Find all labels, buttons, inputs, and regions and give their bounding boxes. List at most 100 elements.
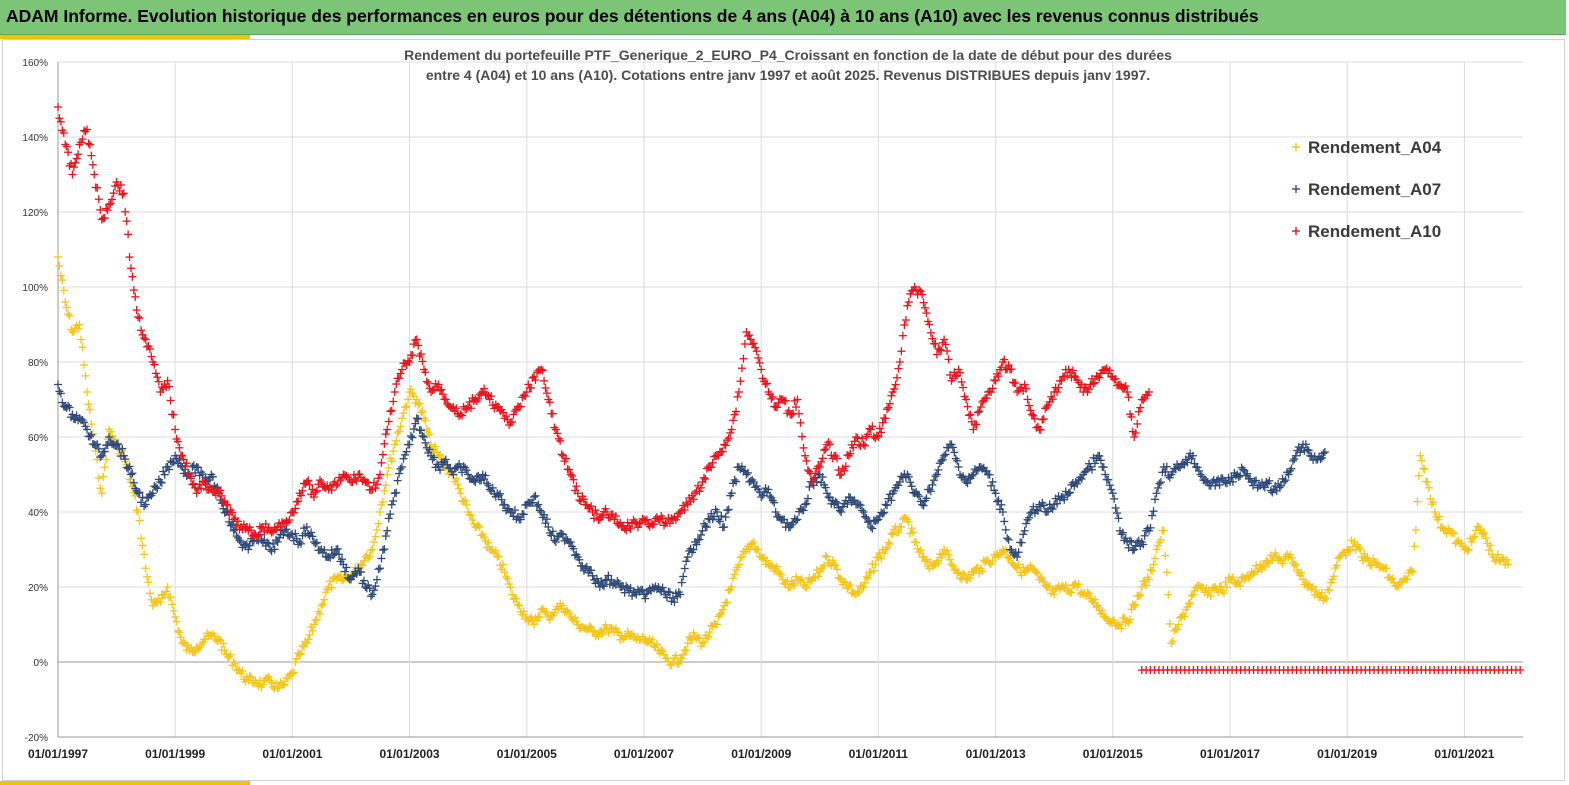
point-rendement-a04 <box>1146 565 1155 574</box>
point-rendement-a07 <box>566 538 575 546</box>
point-rendement-a04 <box>880 549 889 558</box>
point-rendement-a04 <box>978 567 987 576</box>
point-rendement-a04 <box>175 628 184 637</box>
point-rendement-a04 <box>1130 601 1139 610</box>
point-rendement-a04 <box>1083 588 1092 597</box>
point-rendement-a07 <box>369 586 378 595</box>
y-tick-label: 120% <box>22 208 48 219</box>
point-rendement-a07 <box>1004 535 1013 544</box>
point-rendement-a04 <box>937 553 946 562</box>
point-rendement-a10 <box>799 443 808 452</box>
point-rendement-a04 <box>383 470 392 479</box>
point-rendement-a07 <box>191 468 200 477</box>
point-rendement-a04 <box>365 552 374 561</box>
point-rendement-a07 <box>367 592 376 601</box>
point-rendement-a07 <box>592 574 601 583</box>
point-rendement-a10 <box>699 473 708 482</box>
point-rendement-a04 <box>1448 528 1457 537</box>
point-rendement-a04 <box>861 578 870 587</box>
point-rendement-a04 <box>1036 573 1045 582</box>
point-rendement-a10 <box>796 418 805 427</box>
point-rendement-a04 <box>773 562 782 571</box>
point-rendement-a04 <box>402 402 411 411</box>
point-rendement-a04 <box>1278 559 1287 568</box>
y-tick-label: 100% <box>22 283 48 294</box>
point-rendement-a07 <box>94 444 103 453</box>
point-rendement-a04 <box>884 538 893 547</box>
legend-label: Rendement_A07 <box>1308 180 1441 199</box>
point-rendement-a04 <box>395 427 404 436</box>
point-rendement-a07 <box>494 491 503 500</box>
point-rendement-a04 <box>134 508 143 516</box>
point-rendement-a04 <box>87 420 96 429</box>
point-rendement-a04 <box>715 610 724 619</box>
point-rendement-a04 <box>414 400 423 409</box>
y-tick-label: 40% <box>28 508 48 519</box>
point-rendement-a04 <box>1244 574 1253 583</box>
point-rendement-a04 <box>901 513 910 522</box>
point-rendement-a04 <box>308 626 317 635</box>
point-rendement-a07 <box>405 440 414 449</box>
point-rendement-a10 <box>1023 395 1032 404</box>
point-rendement-a04 <box>97 489 106 498</box>
point-rendement-a07 <box>720 523 729 531</box>
point-rendement-a07 <box>641 594 650 603</box>
point-rendement-a04 <box>888 530 897 539</box>
point-rendement-a07 <box>93 440 102 449</box>
point-rendement-a07 <box>140 502 149 511</box>
point-rendement-a04 <box>1364 556 1373 565</box>
point-rendement-a10 <box>966 410 975 419</box>
point-rendement-a10 <box>417 350 426 359</box>
point-rendement-a04 <box>1474 523 1483 531</box>
point-rendement-a04 <box>1498 553 1507 562</box>
point-rendement-a07 <box>597 577 606 586</box>
point-rendement-a07 <box>496 489 505 498</box>
point-rendement-a04 <box>784 583 793 592</box>
point-rendement-a04 <box>62 303 71 312</box>
point-rendement-a07 <box>480 475 489 484</box>
point-rendement-a07 <box>270 545 279 554</box>
point-rendement-a07 <box>151 483 160 492</box>
point-rendement-a04 <box>452 474 461 483</box>
point-rendement-a10 <box>541 383 550 392</box>
point-rendement-a07 <box>462 466 471 475</box>
point-rendement-a04 <box>140 550 149 559</box>
point-rendement-a04 <box>613 628 622 637</box>
point-rendement-a07 <box>384 514 393 523</box>
point-rendement-a04 <box>828 556 837 565</box>
x-tick-label: 01/01/2007 <box>614 747 674 761</box>
point-rendement-a07 <box>194 463 203 472</box>
point-rendement-a04 <box>519 607 528 616</box>
point-rendement-a04 <box>674 659 683 668</box>
point-rendement-a10 <box>884 403 893 412</box>
point-rendement-a04 <box>1271 548 1280 557</box>
point-rendement-a07 <box>408 433 417 442</box>
point-rendement-a04 <box>380 486 389 495</box>
point-rendement-a04 <box>154 594 163 603</box>
point-rendement-a04 <box>771 564 780 573</box>
point-rendement-a04 <box>1186 599 1195 608</box>
point-rendement-a04 <box>559 601 568 610</box>
point-rendement-a04 <box>1167 639 1176 648</box>
point-rendement-a07 <box>500 500 509 509</box>
point-rendement-a10 <box>861 441 870 450</box>
point-rendement-a04 <box>1429 498 1438 507</box>
point-rendement-a10 <box>387 406 396 415</box>
point-rendement-a04 <box>871 560 880 569</box>
point-rendement-a07 <box>389 496 398 505</box>
point-rendement-a10 <box>852 433 861 441</box>
point-rendement-a04 <box>266 676 275 685</box>
point-rendement-a04 <box>229 658 238 666</box>
point-rendement-a07 <box>419 433 428 441</box>
point-rendement-a04 <box>1151 554 1160 563</box>
point-rendement-a07 <box>397 463 406 471</box>
point-rendement-a07 <box>371 582 380 591</box>
point-rendement-a04 <box>80 360 89 369</box>
point-rendement-a04 <box>513 600 522 609</box>
point-rendement-a04 <box>431 442 440 451</box>
point-rendement-a04 <box>1023 565 1032 574</box>
point-rendement-a04 <box>944 550 953 559</box>
accent-bar-top <box>0 35 250 39</box>
point-rendement-a04 <box>1159 526 1168 535</box>
point-rendement-a10 <box>542 389 551 398</box>
